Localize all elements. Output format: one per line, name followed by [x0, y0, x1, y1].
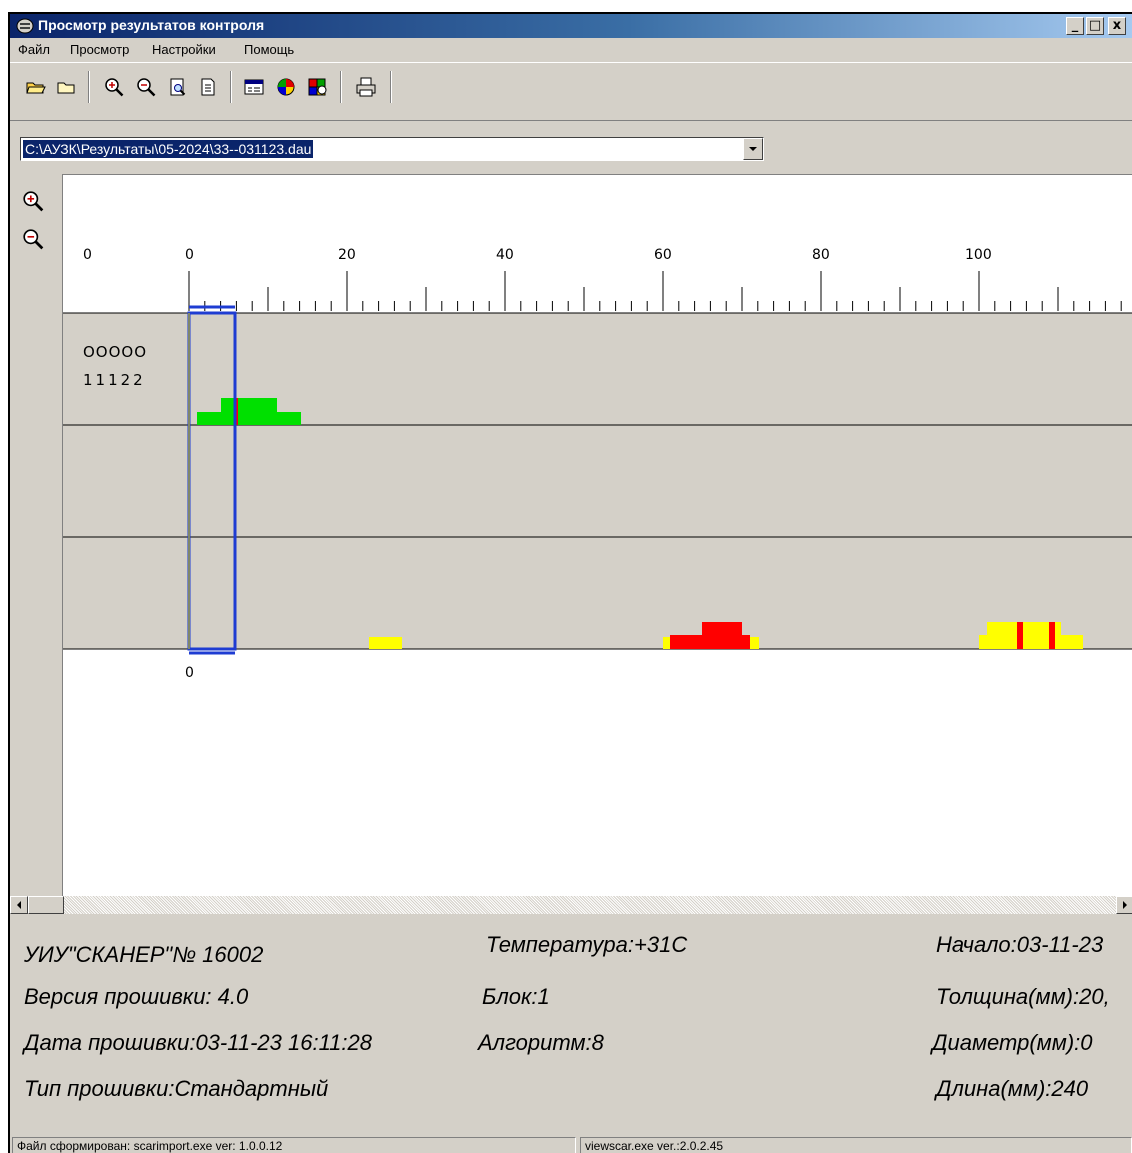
diameter: Диаметр(мм):0: [932, 1030, 1093, 1055]
horizontal-scrollbar[interactable]: [10, 896, 1132, 914]
side-toolbar: [10, 174, 62, 896]
ruler-label: 60: [654, 247, 672, 263]
start-date: Начало:03-11-23: [936, 932, 1104, 957]
track-3: [63, 537, 1132, 649]
zoom-page-icon[interactable]: [166, 75, 190, 99]
toolbar-separator: [230, 71, 232, 103]
menu-view[interactable]: Просмотр: [70, 42, 130, 57]
status-bar: Файл сформирован: scarimport.exe ver: 1.…: [10, 1135, 1132, 1153]
green-signal: [221, 398, 277, 412]
algorithm: Алгоритм:8: [478, 1030, 604, 1055]
file-path-value: C:\АУЗК\Результаты\05-2024\33--031123.da…: [23, 140, 314, 158]
dropdown-button[interactable]: [743, 138, 763, 160]
menu-bar: Файл Просмотр Настройки Помощь: [10, 38, 1132, 62]
block: Блок:1: [482, 984, 550, 1009]
thickness: Толщина(мм):20,: [936, 984, 1110, 1009]
status-version: viewscar.exe ver.:2.0.2.45: [580, 1137, 1132, 1153]
status-file-info: Файл сформирован: scarimport.exe ver: 1.…: [12, 1137, 576, 1153]
app-icon: [16, 18, 34, 34]
toolbar: [10, 62, 1132, 110]
zoom-out-icon[interactable]: [22, 228, 46, 252]
red-signal: [670, 635, 750, 649]
scroll-left-button[interactable]: [10, 896, 28, 914]
track-2: [63, 425, 1132, 537]
printer-icon[interactable]: [354, 75, 378, 99]
folder-icon[interactable]: [54, 75, 78, 99]
close-button[interactable]: x: [1108, 17, 1126, 35]
yellow-signal: [987, 622, 1061, 635]
document-icon[interactable]: [196, 75, 220, 99]
yellow-signal: [979, 635, 1083, 649]
ruler-label: 20: [338, 247, 356, 263]
arrow-right-icon: [1123, 901, 1127, 909]
red-signal: [702, 622, 742, 635]
zoom-in-icon[interactable]: [102, 75, 126, 99]
open-folder-icon[interactable]: [24, 75, 48, 99]
yellow-signal: [369, 637, 402, 649]
firmware-type: Тип прошивки:Стандартный: [24, 1076, 329, 1101]
maximize-button[interactable]: □: [1086, 17, 1104, 35]
firmware-version: Версия прошивки: 4.0: [24, 984, 249, 1009]
path-row: C:\АУЗК\Результаты\05-2024\33--031123.da…: [10, 120, 1132, 172]
toolbar-separator: [88, 71, 90, 103]
ruler-left-label: 0: [83, 247, 92, 263]
window-title: Просмотр результатов контроля: [38, 17, 265, 33]
scroll-thumb[interactable]: [28, 896, 64, 914]
zoom-in-icon[interactable]: [22, 190, 46, 214]
title-bar[interactable]: Просмотр результатов контроля _ □ x: [10, 14, 1132, 38]
ruler-label: 100: [965, 247, 992, 263]
red-signal: [1049, 622, 1055, 649]
file-path-combobox[interactable]: C:\АУЗК\Результаты\05-2024\33--031123.da…: [20, 137, 764, 161]
green-signal: [197, 412, 301, 425]
firmware-date: Дата прошивки:03-11-23 16:11:28: [24, 1030, 372, 1055]
menu-settings[interactable]: Настройки: [152, 42, 216, 57]
arrow-left-icon: [17, 901, 21, 909]
minimize-button[interactable]: _: [1066, 17, 1084, 35]
scan-view[interactable]: 0 0 20 40 60 80 100 ООООО 11122: [62, 174, 1132, 896]
zoom-out-icon[interactable]: [134, 75, 158, 99]
channel-code-numbers: 11122: [83, 371, 146, 389]
device-name: УИУ"СКАНЕР"№ 16002: [24, 942, 264, 967]
palette-settings-icon[interactable]: [306, 75, 330, 99]
ruler-ticks: [188, 271, 1122, 311]
window-icon[interactable]: [242, 75, 266, 99]
ruler-label: 40: [496, 247, 514, 263]
ruler-label: 80: [812, 247, 830, 263]
main-window: Просмотр результатов контроля _ □ x Файл…: [8, 12, 1132, 1153]
red-signal: [1017, 622, 1023, 649]
toolbar-separator: [390, 71, 392, 103]
toolbar-separator: [340, 71, 342, 103]
position-label: 0: [185, 665, 194, 681]
chevron-down-icon: [749, 147, 757, 151]
ruler-label: 0: [185, 247, 194, 263]
length: Длина(мм):240: [936, 1076, 1089, 1101]
menu-file[interactable]: Файл: [18, 42, 50, 57]
menu-help[interactable]: Помощь: [244, 42, 295, 57]
scroll-right-button[interactable]: [1116, 896, 1132, 914]
color-palette-icon[interactable]: [274, 75, 298, 99]
channel-code-letters: ООООО: [83, 343, 147, 361]
temperature: Температура:+31С: [486, 932, 688, 957]
scan-canvas: 0 0 20 40 60 80 100 ООООО 11122: [63, 247, 1132, 681]
